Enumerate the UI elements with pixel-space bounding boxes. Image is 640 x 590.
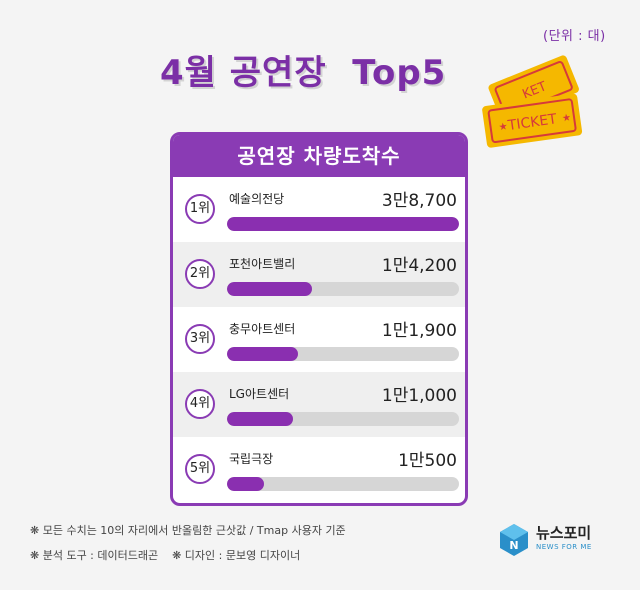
logo-subtitle: NEWS FOR ME <box>536 543 592 551</box>
data-label: 1만1,000 <box>381 386 457 406</box>
category-label: LG아트센터 <box>229 387 290 401</box>
bar <box>227 412 293 426</box>
bar-track <box>227 477 459 491</box>
footnote-credits: ❋ 분석 도구 : 데이터드래곤 ❋ 디자인 : 문보영 디자이너 <box>30 549 301 562</box>
unit-label: (단위 : 대) <box>543 29 606 44</box>
svg-text:★: ★ <box>561 112 571 124</box>
bar-track <box>227 347 459 361</box>
category-label: 국립극장 <box>229 452 274 466</box>
bar-track <box>227 217 459 231</box>
bar <box>227 347 299 361</box>
bar-track <box>227 412 459 426</box>
data-label: 1만4,200 <box>381 256 457 276</box>
footnote-source: ❋ 모든 수치는 10의 자리에서 반올림한 근삿값 / Tmap 사용자 기준 <box>30 524 346 537</box>
category-label: 충무아트센터 <box>229 322 296 336</box>
bar <box>227 282 313 296</box>
rank-badge: 4위 <box>185 389 215 419</box>
data-label: 1만500 <box>398 451 457 471</box>
rank-badge: 3위 <box>185 324 215 354</box>
chart-row: 4위 LG아트센터 1만1,000 <box>173 372 465 437</box>
chart-row: 3위 충무아트센터 1만1,900 <box>173 307 465 372</box>
bar <box>227 217 459 231</box>
svg-text:N: N <box>509 539 518 552</box>
rank-badge: 2위 <box>185 259 215 289</box>
news-for-me-logo: N <box>500 524 528 556</box>
ticket-front-text: TICKET <box>506 111 558 134</box>
page-title: 4월 공연장 Top5 <box>160 53 447 93</box>
bar-track <box>227 282 459 296</box>
chart-row: 1위 예술의전당 3만8,700 <box>173 177 465 242</box>
rank-badge: 1위 <box>185 194 215 224</box>
ticket-icon: KET TICKET ★ ★ <box>482 55 583 148</box>
chart-title: 공연장 차량도착수 <box>173 135 465 177</box>
data-label: 3만8,700 <box>381 191 457 211</box>
chart-row: 2위 포천아트밸리 1만4,200 <box>173 242 465 307</box>
chart-card: 공연장 차량도착수 1위 예술의전당 3만8,700 2위 포천아트밸리 1만4,200 3… <box>170 132 468 506</box>
svg-text:★: ★ <box>498 121 508 133</box>
rank-badge: 5위 <box>185 454 215 484</box>
category-label: 포천아트밸리 <box>229 257 296 271</box>
data-label: 1만1,900 <box>381 321 457 341</box>
bar <box>227 477 265 491</box>
logo-name: 뉴스포미 <box>536 524 592 542</box>
category-label: 예술의전당 <box>229 192 285 206</box>
chart-row: 5위 국립극장 1만500 <box>173 437 465 502</box>
